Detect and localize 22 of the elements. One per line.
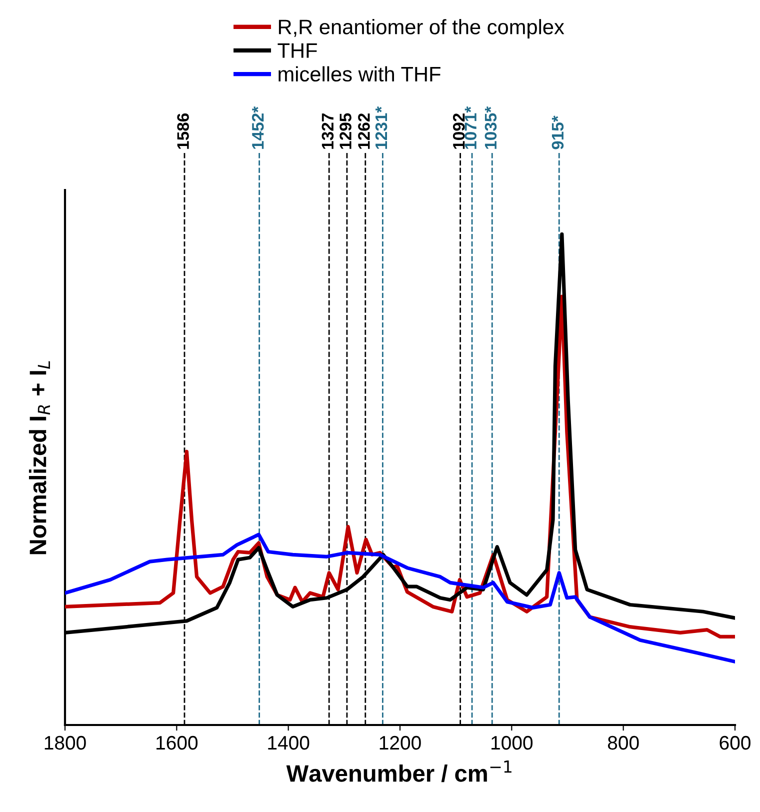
x-tick-label: 1800 (44, 736, 86, 750)
ref-line-label: 1452* (252, 106, 264, 149)
ref-line-label: 1586 (177, 113, 189, 149)
ref-line-label: 1295 (340, 113, 352, 149)
ref-line-label: 1092 (452, 113, 465, 149)
ref-line-label: 1035* (484, 106, 497, 149)
ref-line-label: 1231* (375, 106, 388, 149)
ref-line-label: 1327 (322, 114, 334, 149)
ref-line-label: 1071* (464, 106, 476, 149)
y-axis-title: Normalized I$_{R}$ + I$_{L}$ (28, 361, 50, 554)
legend-label: THF (278, 43, 317, 58)
x-tick-label: 800 (608, 736, 639, 750)
legend-label: R,R enantiomer of the complex (278, 19, 564, 38)
ref-line-label: 1262 (358, 113, 370, 149)
ref-line-label: 915* (552, 116, 564, 150)
x-tick-label: 1400 (268, 736, 310, 750)
legend-label: micelles with THF (278, 66, 440, 82)
x-tick-label: 1000 (492, 736, 533, 750)
x-axis-title: Wavenumber / cm$^{−1}$ (286, 760, 512, 782)
x-tick-label: 1200 (380, 736, 421, 750)
x-tick-label: 1600 (156, 736, 198, 750)
x-tick-label: 600 (720, 736, 750, 750)
